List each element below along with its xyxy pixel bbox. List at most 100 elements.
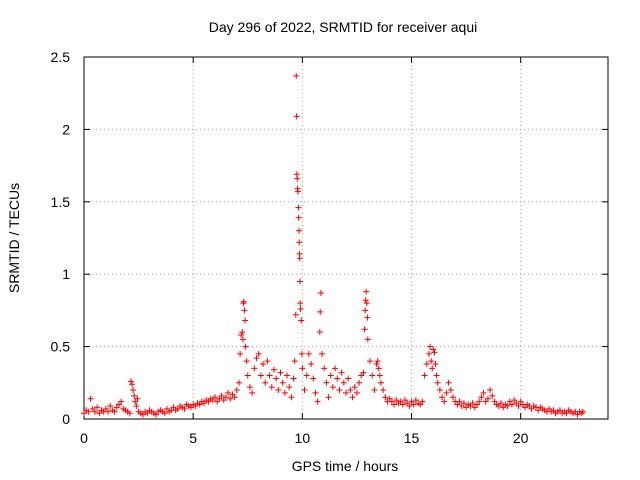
data-point [504,402,511,409]
data-point [293,113,300,120]
data-point [237,350,244,357]
data-point [460,400,467,407]
data-point [130,387,137,394]
data-point [441,398,448,405]
y-tick-label: 0 [62,411,70,427]
data-point [126,410,133,417]
y-tick-label: 1.5 [51,194,71,210]
data-point [336,387,343,394]
data-point [373,360,380,367]
data-point [423,360,430,367]
data-point [432,360,439,367]
data-point [241,307,248,314]
data-point [127,378,134,385]
data-point [290,375,297,382]
data-point [374,358,381,365]
data-point [111,408,118,415]
data-point [296,227,303,234]
data-point [427,343,434,350]
data-point [218,392,225,399]
data-point [410,401,417,408]
data-point [382,394,389,401]
data-point [391,401,398,408]
data-point [340,379,347,386]
data-point [133,402,140,409]
data-point [134,395,141,402]
data-point [334,375,341,382]
data-point [489,392,496,399]
data-point [85,408,92,415]
x-tick-label: 20 [513,430,529,446]
data-point [236,379,243,386]
data-point [419,398,426,405]
data-point [225,389,232,396]
data-point [181,405,188,412]
data-point [314,398,321,405]
data-point [312,389,319,396]
data-point [257,372,264,379]
data-point [338,369,345,376]
data-point [240,298,247,305]
data-point [212,394,218,401]
data-point [294,188,301,195]
data-point [316,329,323,336]
data-point [279,379,286,386]
data-point [434,379,441,386]
data-point [243,358,250,365]
data-point [362,297,369,304]
data-point [484,395,491,402]
y-tick-label: 0.5 [51,339,71,355]
data-point [429,365,436,372]
grid-lines [84,57,608,419]
data-point [351,384,358,391]
data-point [161,410,168,417]
data-point [436,387,443,394]
data-point [288,394,295,401]
data-point [508,401,515,408]
data-point [238,332,245,339]
data-point [292,311,299,318]
data-point [425,350,432,357]
data-point [260,360,267,367]
data-point [347,387,354,394]
data-point [332,365,339,372]
data-point [262,379,269,386]
data-point [87,395,94,402]
data-point [255,350,262,357]
data-point [270,366,277,373]
data-point [242,343,249,350]
data-point [364,314,371,321]
data-point [296,278,303,285]
data-point [456,398,463,405]
data-point [399,401,406,408]
data-point [239,336,246,343]
data-point [94,404,101,411]
data-point [266,372,273,379]
x-tick-label: 15 [404,430,420,446]
data-point [433,372,440,379]
data-point [579,408,586,415]
data-point [275,387,282,394]
data-point [294,175,301,182]
data-point [308,360,315,367]
data-point [244,372,251,379]
x-tick-label: 5 [189,430,197,446]
data-point [449,394,456,401]
data-point [329,384,336,391]
data-point [363,288,370,295]
data-point [246,384,253,391]
data-point [251,365,258,372]
data-point [273,375,280,382]
data-point [303,372,310,379]
data-point [443,389,450,396]
data-point [325,394,332,401]
data-point [296,255,303,262]
data-point [298,350,305,357]
axis-ticks [83,56,608,420]
data-point [361,326,368,333]
data-point [323,379,330,386]
data-point [301,387,308,394]
x-axis-label: GPS time / hours [292,458,399,474]
data-point [291,358,298,365]
